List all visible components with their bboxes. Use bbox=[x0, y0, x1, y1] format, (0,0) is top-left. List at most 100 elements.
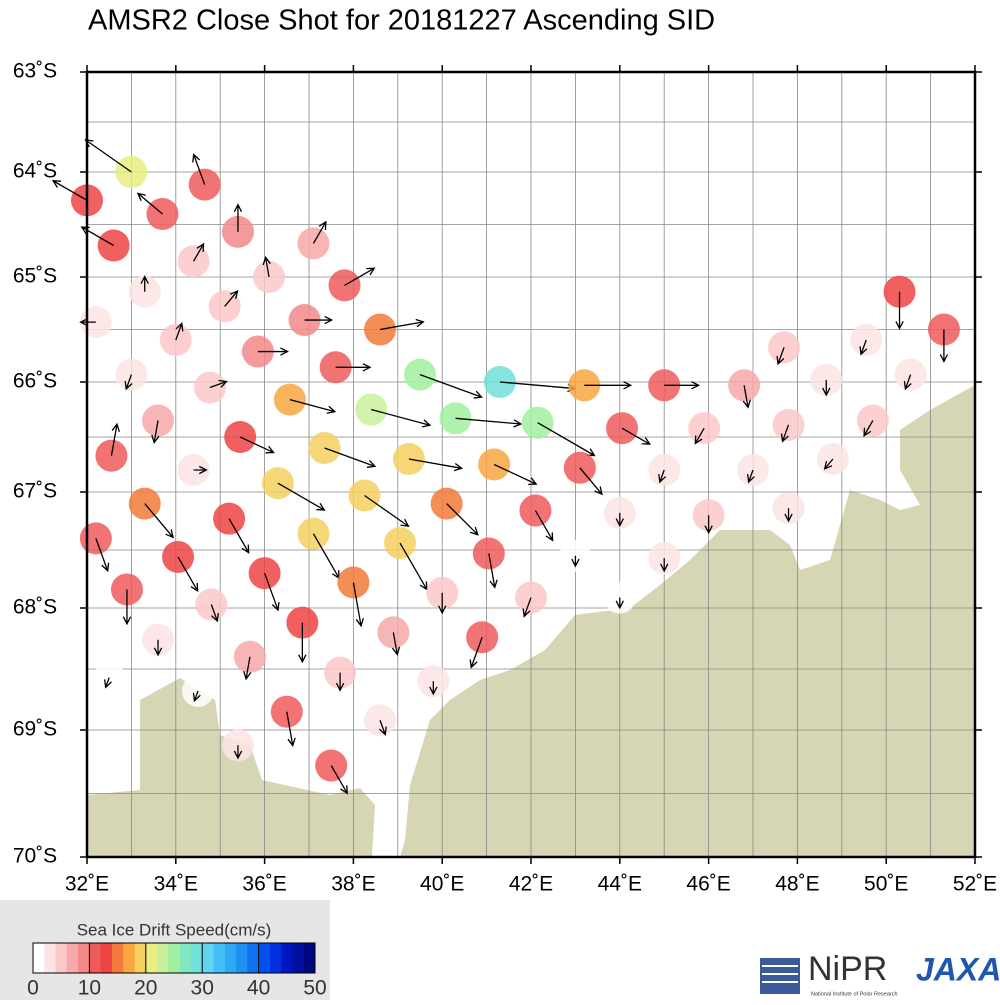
drift-arrow bbox=[776, 347, 785, 366]
drift-arrow bbox=[822, 379, 831, 397]
drift-arrow bbox=[579, 467, 603, 496]
colorbar-swatch bbox=[78, 943, 90, 973]
colorbar-swatch bbox=[100, 943, 113, 973]
colorbar-swatch bbox=[213, 943, 226, 973]
drift-arrow bbox=[79, 317, 96, 327]
y-tick-label: 64˚S bbox=[13, 160, 57, 183]
colorbar-swatch bbox=[89, 943, 101, 973]
drift-arrow bbox=[391, 632, 401, 656]
colorbar-swatch bbox=[44, 943, 56, 973]
drift-arrow bbox=[122, 589, 132, 626]
drift-arrow bbox=[378, 720, 387, 736]
colorbar-swatch bbox=[224, 943, 237, 973]
x-tick-label: 42˚E bbox=[509, 873, 553, 896]
drift-arrow bbox=[488, 553, 498, 589]
drift-arrow bbox=[192, 690, 201, 703]
colorbar-tick-label: 10 bbox=[78, 977, 101, 1000]
drift-arrow bbox=[437, 592, 447, 615]
drift-arrow bbox=[939, 329, 949, 363]
x-tick-label: 34˚E bbox=[154, 873, 198, 896]
drift-arrow bbox=[379, 318, 425, 331]
drift-arrow bbox=[209, 379, 228, 389]
drift-arrow bbox=[659, 558, 669, 573]
colorbar-swatch bbox=[247, 943, 259, 973]
x-tick-label: 50˚E bbox=[864, 873, 908, 896]
drift-arrow bbox=[192, 242, 205, 262]
title: AMSR2 Close Shot for 20181227 Ascending … bbox=[88, 5, 715, 37]
colorbar-swatch bbox=[269, 943, 282, 973]
drift-arrow bbox=[571, 555, 580, 568]
colorbar-swatch bbox=[292, 943, 305, 973]
drift-vectors bbox=[51, 139, 960, 795]
drift-arrow bbox=[289, 398, 337, 414]
drift-arrow bbox=[621, 427, 651, 445]
colorbar-swatch bbox=[202, 943, 214, 973]
colorbar-swatch bbox=[157, 943, 169, 973]
drift-arrow bbox=[335, 363, 372, 372]
drift-arrow bbox=[177, 556, 199, 593]
drift-arrow bbox=[446, 503, 479, 536]
drift-arrow bbox=[224, 289, 239, 307]
jaxa-logo: JAXA bbox=[916, 951, 1000, 987]
drift-arrow bbox=[615, 597, 625, 610]
drift-arrow bbox=[286, 711, 296, 747]
colorbar-swatch bbox=[134, 943, 147, 973]
x-tick-label: 40˚E bbox=[420, 873, 464, 896]
drift-arrow bbox=[352, 582, 365, 628]
drift-arrow bbox=[704, 515, 713, 535]
y-tick-label: 68˚S bbox=[13, 596, 57, 619]
drift-arrow bbox=[429, 681, 438, 696]
y-tick-label: 67˚S bbox=[13, 480, 57, 503]
colorbar-swatch bbox=[123, 943, 135, 973]
drift-arrow bbox=[210, 604, 219, 623]
drift-arrow bbox=[312, 220, 327, 244]
x-tick-label: 32˚E bbox=[65, 873, 109, 896]
colorbar-swatch bbox=[55, 943, 68, 973]
y-tick-label: 65˚S bbox=[13, 265, 57, 288]
x-tick-label: 44˚E bbox=[598, 873, 642, 896]
drift-arrow bbox=[742, 385, 751, 409]
x-tick-label: 48˚E bbox=[775, 873, 819, 896]
drift-arrow bbox=[344, 267, 376, 286]
drift-arrow bbox=[243, 656, 252, 681]
drift-arrow bbox=[95, 538, 110, 573]
drift-arrow bbox=[233, 203, 243, 232]
drift-arrow bbox=[522, 597, 532, 618]
drift-arrow bbox=[298, 622, 307, 664]
y-tick-label: 63˚S bbox=[13, 60, 57, 83]
drift-arrow bbox=[469, 637, 483, 669]
drift-arrow bbox=[823, 458, 834, 470]
colorbar-swatch bbox=[258, 943, 271, 973]
logos: NiPR National Institute of Polar Researc… bbox=[760, 950, 1000, 997]
drift-arrow bbox=[370, 408, 432, 428]
colorbar-tick-label: 20 bbox=[134, 977, 157, 1000]
x-tick-label: 52˚E bbox=[953, 873, 997, 896]
nipr-icon bbox=[760, 958, 800, 994]
colorbar-swatch bbox=[111, 943, 124, 973]
colorbar-title: Sea Ice Drift Speed(cm/s) bbox=[77, 920, 272, 939]
colorbar-swatch bbox=[168, 943, 180, 973]
drift-arrow bbox=[903, 374, 912, 391]
drift-arrow bbox=[153, 639, 163, 657]
x-tick-label: 38˚E bbox=[331, 873, 375, 896]
drift-arrow bbox=[151, 420, 160, 444]
colorbar-swatch bbox=[303, 943, 316, 973]
nipr-subtitle: National Institute of Polar Research bbox=[811, 991, 898, 997]
drift-arrow bbox=[257, 347, 289, 356]
colorbar-swatch bbox=[33, 943, 45, 973]
drift-arrow bbox=[193, 465, 208, 475]
map-area bbox=[51, 71, 976, 858]
y-tick-label: 69˚S bbox=[13, 718, 57, 741]
colorbar-tick-label: 40 bbox=[247, 977, 270, 1000]
drift-arrow bbox=[408, 458, 464, 472]
drift-arrow bbox=[455, 417, 523, 428]
colorbar-swatch bbox=[179, 943, 192, 973]
drift-arrow bbox=[51, 180, 88, 201]
nipr-logo: NiPR bbox=[808, 950, 887, 988]
drift-arrow bbox=[136, 192, 163, 215]
drift-arrow bbox=[84, 139, 132, 173]
drift-arrow bbox=[233, 745, 243, 760]
colorbar-swatch bbox=[281, 943, 293, 973]
colorbar-tick-label: 0 bbox=[27, 977, 39, 1000]
